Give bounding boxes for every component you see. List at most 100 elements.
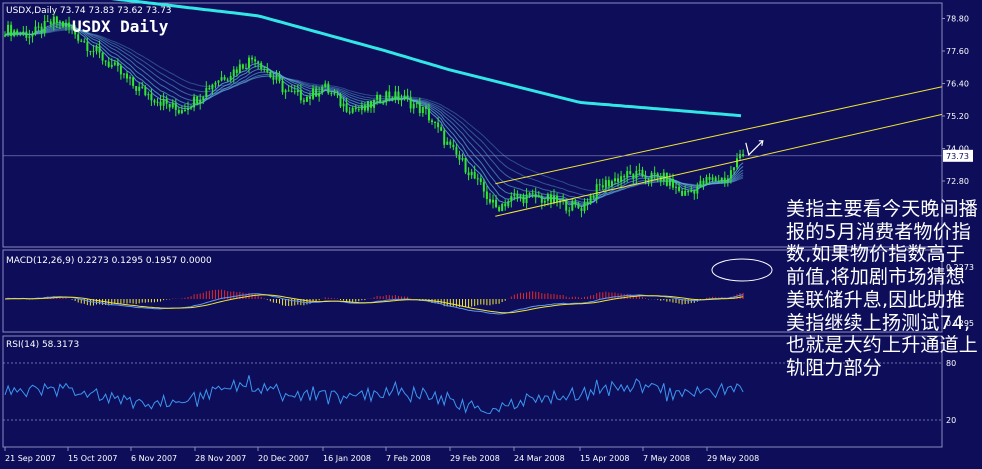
price-bar-body	[376, 94, 379, 100]
price-bar-body	[717, 181, 720, 183]
price-bar-body	[68, 22, 71, 27]
price-bar-body	[382, 102, 385, 104]
price-bar-body	[461, 158, 464, 160]
price-bar-body	[299, 90, 302, 101]
rsi-panel: RSI(14) 58.3173	[6, 340, 79, 350]
price-bar-body	[278, 76, 281, 82]
price-bar-body	[119, 65, 122, 75]
price-bar-body	[77, 34, 80, 41]
price-bar-body	[549, 194, 552, 203]
price-bar-body	[583, 201, 586, 211]
price-bar-body	[656, 173, 659, 177]
price-bar-body	[693, 190, 696, 194]
price-bar-body	[714, 177, 717, 182]
price-bar-body	[65, 22, 67, 27]
price-bar-body	[360, 105, 363, 110]
price-bar-body	[162, 98, 165, 106]
price-bar-body	[339, 94, 342, 107]
price-bar-body	[534, 193, 537, 198]
price-bar-body	[415, 102, 418, 104]
price-bar-body	[95, 46, 98, 52]
y-tick-label: 77.60	[946, 47, 969, 56]
y-tick-label: 72.80	[946, 177, 969, 186]
price-bar-body	[13, 30, 16, 36]
price-bar-body	[205, 87, 208, 98]
channel-lower-line	[495, 158, 745, 217]
price-bar-body	[623, 176, 626, 178]
price-bar-body	[495, 199, 498, 208]
macd-panel-frame	[2, 249, 943, 333]
price-bar-body	[418, 102, 421, 114]
price-bar-body	[293, 91, 296, 93]
price-bar-body	[168, 103, 171, 108]
price-bar-body	[10, 24, 13, 36]
price-bar-body	[290, 90, 293, 92]
price-bar-body	[345, 103, 348, 112]
price-bar-body	[675, 186, 677, 188]
price-bar-body	[156, 101, 159, 103]
rsi-panel-title: RSI(14) 58.3173	[6, 340, 79, 350]
price-bar-body	[553, 195, 555, 203]
price-bar-body	[440, 127, 443, 131]
price-bar-body	[391, 97, 394, 100]
price-bar-body	[281, 81, 284, 93]
price-bar-body	[357, 109, 360, 111]
price-bar-body	[370, 101, 372, 108]
price-bar-body	[604, 180, 607, 188]
x-tick-label: 6 Nov 2007	[131, 454, 177, 463]
price-bar-body	[19, 33, 22, 35]
price-bar-body	[272, 77, 275, 80]
price-bar-body	[211, 84, 214, 90]
price-bar-body	[546, 194, 549, 201]
price-bar-body	[275, 76, 278, 80]
price-bar-body	[601, 185, 604, 188]
price-bar-body	[7, 24, 10, 36]
price-bar-body	[241, 64, 244, 69]
price-bar-body	[254, 59, 257, 62]
price-bar-body	[403, 95, 406, 100]
price-bar-body	[476, 178, 479, 180]
price-bar-body	[138, 86, 141, 91]
price-bar-body	[113, 62, 116, 65]
price-bar-body	[525, 194, 528, 204]
price-bar-body	[671, 179, 674, 188]
channel-lower-extension	[744, 113, 943, 160]
x-tick-label: 15 Apr 2008	[580, 454, 629, 463]
price-bar-body	[690, 190, 693, 193]
price-bar-body	[217, 80, 220, 83]
price-bar-body	[516, 194, 519, 198]
price-bar-body	[632, 173, 635, 179]
price-bar-body	[458, 154, 461, 160]
rsi-tick-label: 20	[946, 416, 956, 425]
price-bar-body	[132, 77, 135, 87]
price-bar-body	[74, 28, 77, 35]
price-bar-body	[449, 141, 452, 145]
price-bar-body	[110, 64, 113, 67]
x-tick-label: 21 Sep 2007	[5, 454, 56, 463]
price-bar-body	[708, 177, 711, 180]
price-bar-body	[98, 46, 101, 53]
macd-panel: MACD(12,26,9) 0.2273 0.1295 0.1957 0.000…	[6, 256, 212, 266]
price-bar-body	[610, 181, 613, 187]
price-bar-body	[101, 52, 104, 61]
price-bar-body	[385, 91, 388, 103]
price-bar-body	[354, 107, 357, 110]
price-bar-body	[488, 199, 491, 203]
forecast-arrow	[745, 140, 764, 156]
macd-panel-title: MACD(12,26,9) 0.2273 0.1295 0.1957 0.000…	[6, 256, 212, 266]
price-bar-body	[510, 196, 513, 202]
y-tick-label: 74.00	[946, 144, 969, 153]
x-tick-label: 29 May 2008	[707, 454, 759, 463]
price-bar-body	[49, 21, 52, 25]
price-bar-body	[248, 57, 250, 69]
y-tick-label: 75.20	[946, 112, 969, 121]
price-bar-body	[397, 91, 400, 101]
price-bar-body	[315, 88, 318, 97]
channel-upper-line	[495, 129, 745, 185]
price-bar-body	[229, 76, 232, 80]
price-bar-body	[452, 144, 455, 148]
price-bar-body	[443, 130, 446, 145]
price-bar-body	[251, 57, 254, 60]
macd-tick-label: 0.2273	[946, 263, 974, 272]
price-panel-title: USDX,Daily 73.74 73.83 73.62 73.73	[6, 6, 172, 16]
